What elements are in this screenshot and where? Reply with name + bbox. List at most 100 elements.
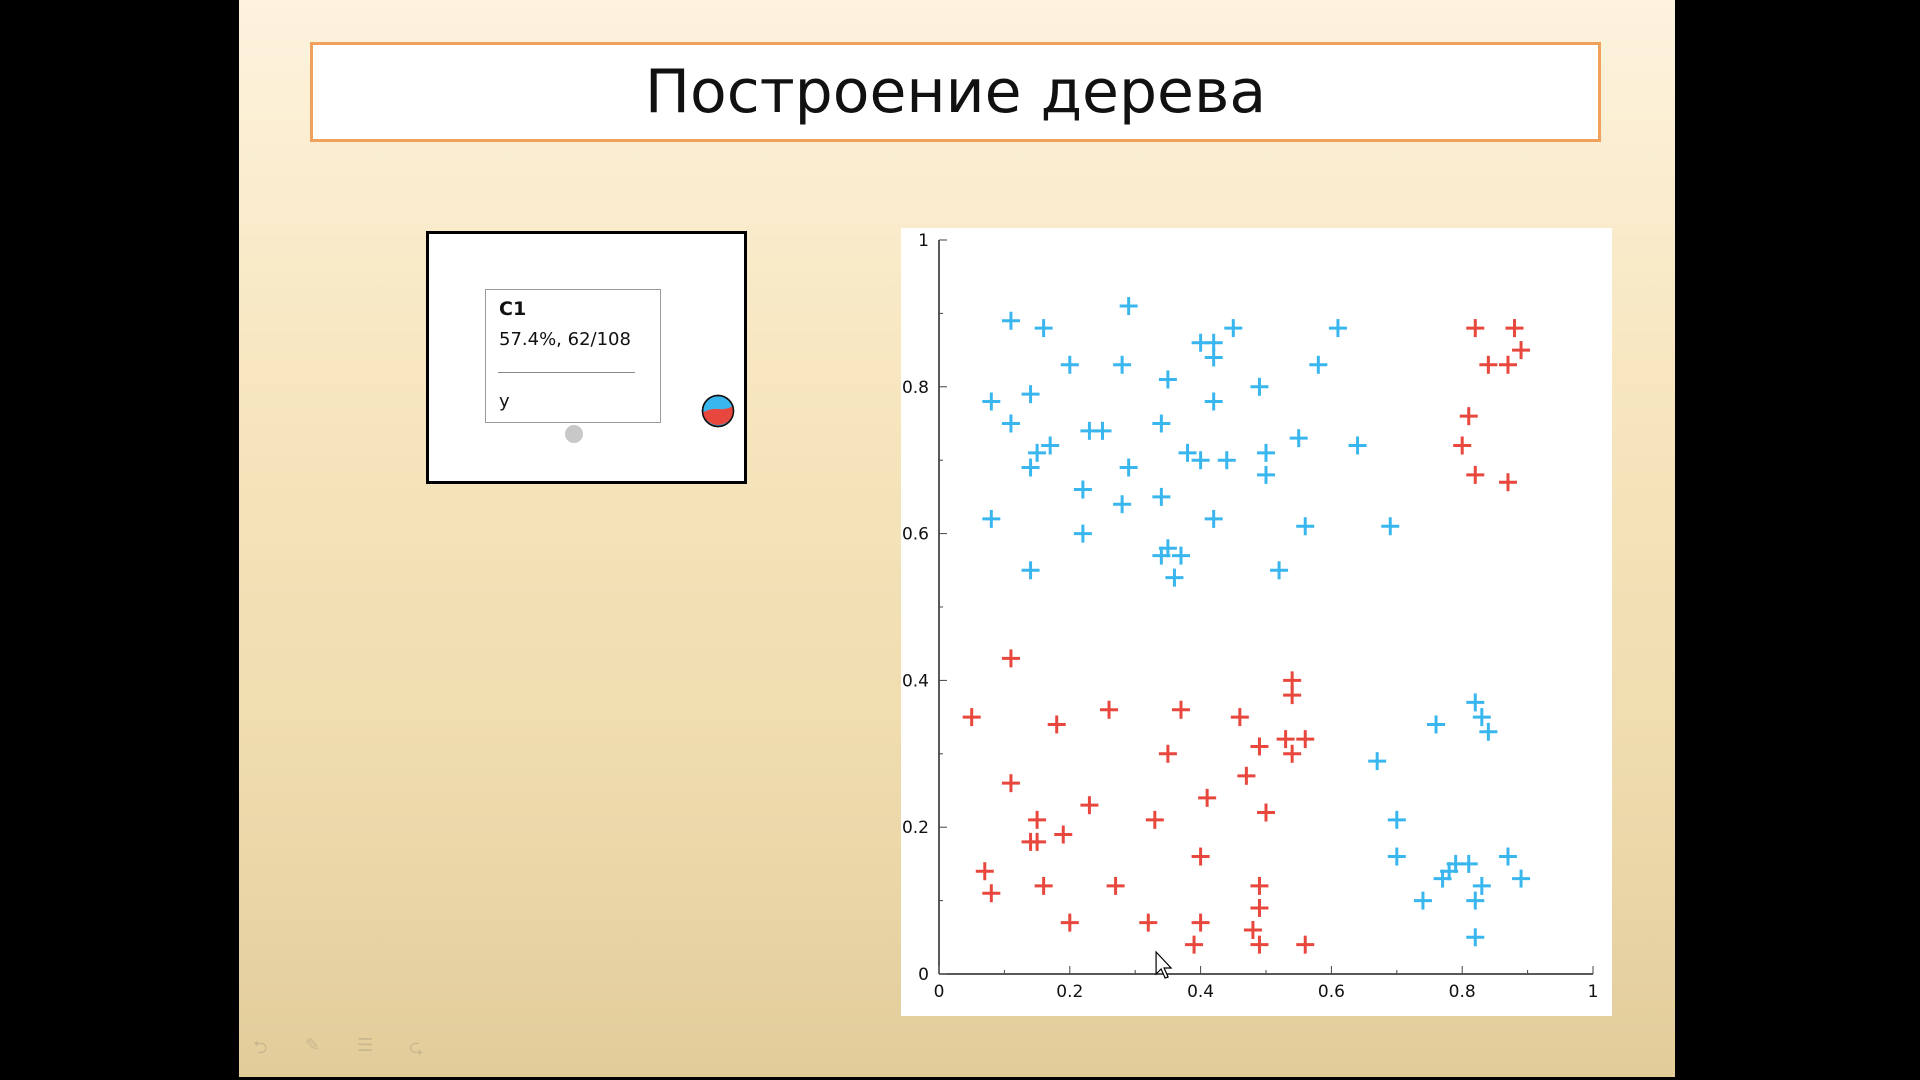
data-point-red: [1276, 730, 1295, 749]
data-point-blue: [982, 509, 1001, 528]
data-point-blue: [1348, 436, 1367, 455]
pen-icon[interactable]: ✎: [305, 1035, 321, 1056]
data-point-red: [1198, 788, 1217, 807]
data-point-red: [1100, 700, 1119, 719]
data-point-blue: [1034, 319, 1053, 338]
data-point-red: [1080, 796, 1099, 815]
node-stats: 57.4%, 62/108: [499, 329, 631, 350]
data-point-blue: [1466, 693, 1485, 712]
forward-arrow-icon[interactable]: ⮎: [409, 1037, 424, 1058]
data-point-red: [1054, 825, 1073, 844]
tree-node[interactable]: C1 57.4%, 62/108 y: [485, 289, 735, 428]
x-tick-label: 0: [934, 982, 945, 1002]
data-point-blue: [1387, 847, 1406, 866]
data-point-red: [1479, 355, 1498, 374]
data-point-blue: [1204, 392, 1223, 411]
node-split-variable: y: [499, 391, 510, 412]
data-point-red: [1512, 341, 1531, 360]
data-point-blue: [1498, 847, 1517, 866]
data-point-red: [1047, 715, 1066, 734]
data-point-blue: [1289, 429, 1308, 448]
data-point-red: [1191, 847, 1210, 866]
data-point-blue: [1073, 524, 1092, 543]
data-point-red: [1243, 920, 1262, 939]
data-point-blue: [1250, 377, 1269, 396]
y-tick-label: 1: [918, 231, 929, 251]
scatter-plot: 0 0.2 0.4 0.6 0.8 1 0 0.2 0.4 0.6 0.8 1: [901, 228, 1612, 1016]
data-point-blue: [1472, 876, 1491, 895]
data-point-blue: [1178, 443, 1197, 462]
data-point-red: [1453, 436, 1472, 455]
data-point-blue: [1191, 451, 1210, 470]
data-point-red: [1106, 876, 1125, 895]
data-point-red: [1296, 730, 1315, 749]
node-name: C1: [499, 298, 527, 320]
data-point-blue: [1224, 319, 1243, 338]
data-point-blue: [1466, 891, 1485, 910]
y-tick-label: 0.6: [902, 525, 929, 545]
slide-title-box: Построение дерева: [310, 42, 1601, 142]
data-point-blue: [1204, 509, 1223, 528]
data-point-blue: [1171, 546, 1190, 565]
mouse-cursor-icon: [1155, 950, 1173, 979]
data-point-red: [1250, 876, 1269, 895]
data-point-red: [1001, 649, 1020, 668]
data-point-blue: [1381, 517, 1400, 536]
data-point-red: [1505, 319, 1524, 338]
back-arrow-icon[interactable]: ⮌: [253, 1037, 268, 1058]
data-point-blue: [1060, 355, 1079, 374]
data-point-blue: [1001, 311, 1020, 330]
x-tick-label: 0.4: [1187, 982, 1214, 1002]
data-point-red: [1466, 319, 1485, 338]
scatter-plot-svg: 0 0.2 0.4 0.6 0.8 1 0 0.2 0.4 0.6 0.8 1: [902, 231, 1598, 1002]
data-point-blue: [1459, 854, 1478, 873]
data-point-red: [975, 862, 994, 881]
data-point-blue: [1041, 436, 1060, 455]
y-tick-label: 0.4: [902, 671, 929, 691]
data-point-red: [1466, 465, 1485, 484]
data-point-red: [1283, 686, 1302, 705]
data-point-blue: [1479, 722, 1498, 741]
data-point-red: [1296, 935, 1315, 954]
data-point-red: [1250, 737, 1269, 756]
y-tick-label: 0.8: [902, 378, 929, 398]
data-point-blue: [1158, 370, 1177, 389]
data-point-blue: [1158, 539, 1177, 558]
tree-diagram-frame: C1 57.4%, 62/108 y: [426, 231, 747, 484]
slideshow-toolbar: ⮌ ✎ ☰ ⮎: [253, 1035, 435, 1063]
data-point-blue: [1119, 458, 1138, 477]
data-point-blue: [1328, 319, 1347, 338]
data-point-blue: [1021, 561, 1040, 580]
data-point-red: [1034, 876, 1053, 895]
data-point-red: [1139, 913, 1158, 932]
presentation-slide: Построение дерева C1 57.4%, 62/108 y 0 0.…: [239, 0, 1675, 1077]
data-point-red: [982, 884, 1001, 903]
data-point-red: [1028, 832, 1047, 851]
data-point-red: [1237, 766, 1256, 785]
x-tick-label: 0.8: [1449, 982, 1476, 1002]
data-point-red: [1498, 473, 1517, 492]
data-point-red: [1230, 708, 1249, 727]
data-point-red: [1283, 744, 1302, 763]
menu-icon[interactable]: ☰: [357, 1035, 374, 1056]
node-divider: [498, 372, 635, 373]
data-point-red: [1001, 774, 1020, 793]
data-point-blue: [1113, 355, 1132, 374]
data-point-red: [1250, 898, 1269, 917]
x-tick-label: 0.2: [1056, 982, 1083, 1002]
data-point-blue: [1165, 568, 1184, 587]
y-tick-label: 0.2: [902, 818, 929, 838]
data-point-blue: [1368, 752, 1387, 771]
data-point-red: [1060, 913, 1079, 932]
data-point-red: [962, 708, 981, 727]
node-class-pie-icon: [701, 394, 735, 428]
data-point-blue: [1466, 928, 1485, 947]
data-point-blue: [1152, 487, 1171, 506]
node-expand-handle[interactable]: [565, 425, 583, 443]
data-point-blue: [1309, 355, 1328, 374]
data-point-blue: [1472, 708, 1491, 727]
data-point-blue: [1387, 810, 1406, 829]
data-point-blue: [1152, 414, 1171, 433]
data-point-blue: [1270, 561, 1289, 580]
data-point-blue: [1257, 443, 1275, 462]
